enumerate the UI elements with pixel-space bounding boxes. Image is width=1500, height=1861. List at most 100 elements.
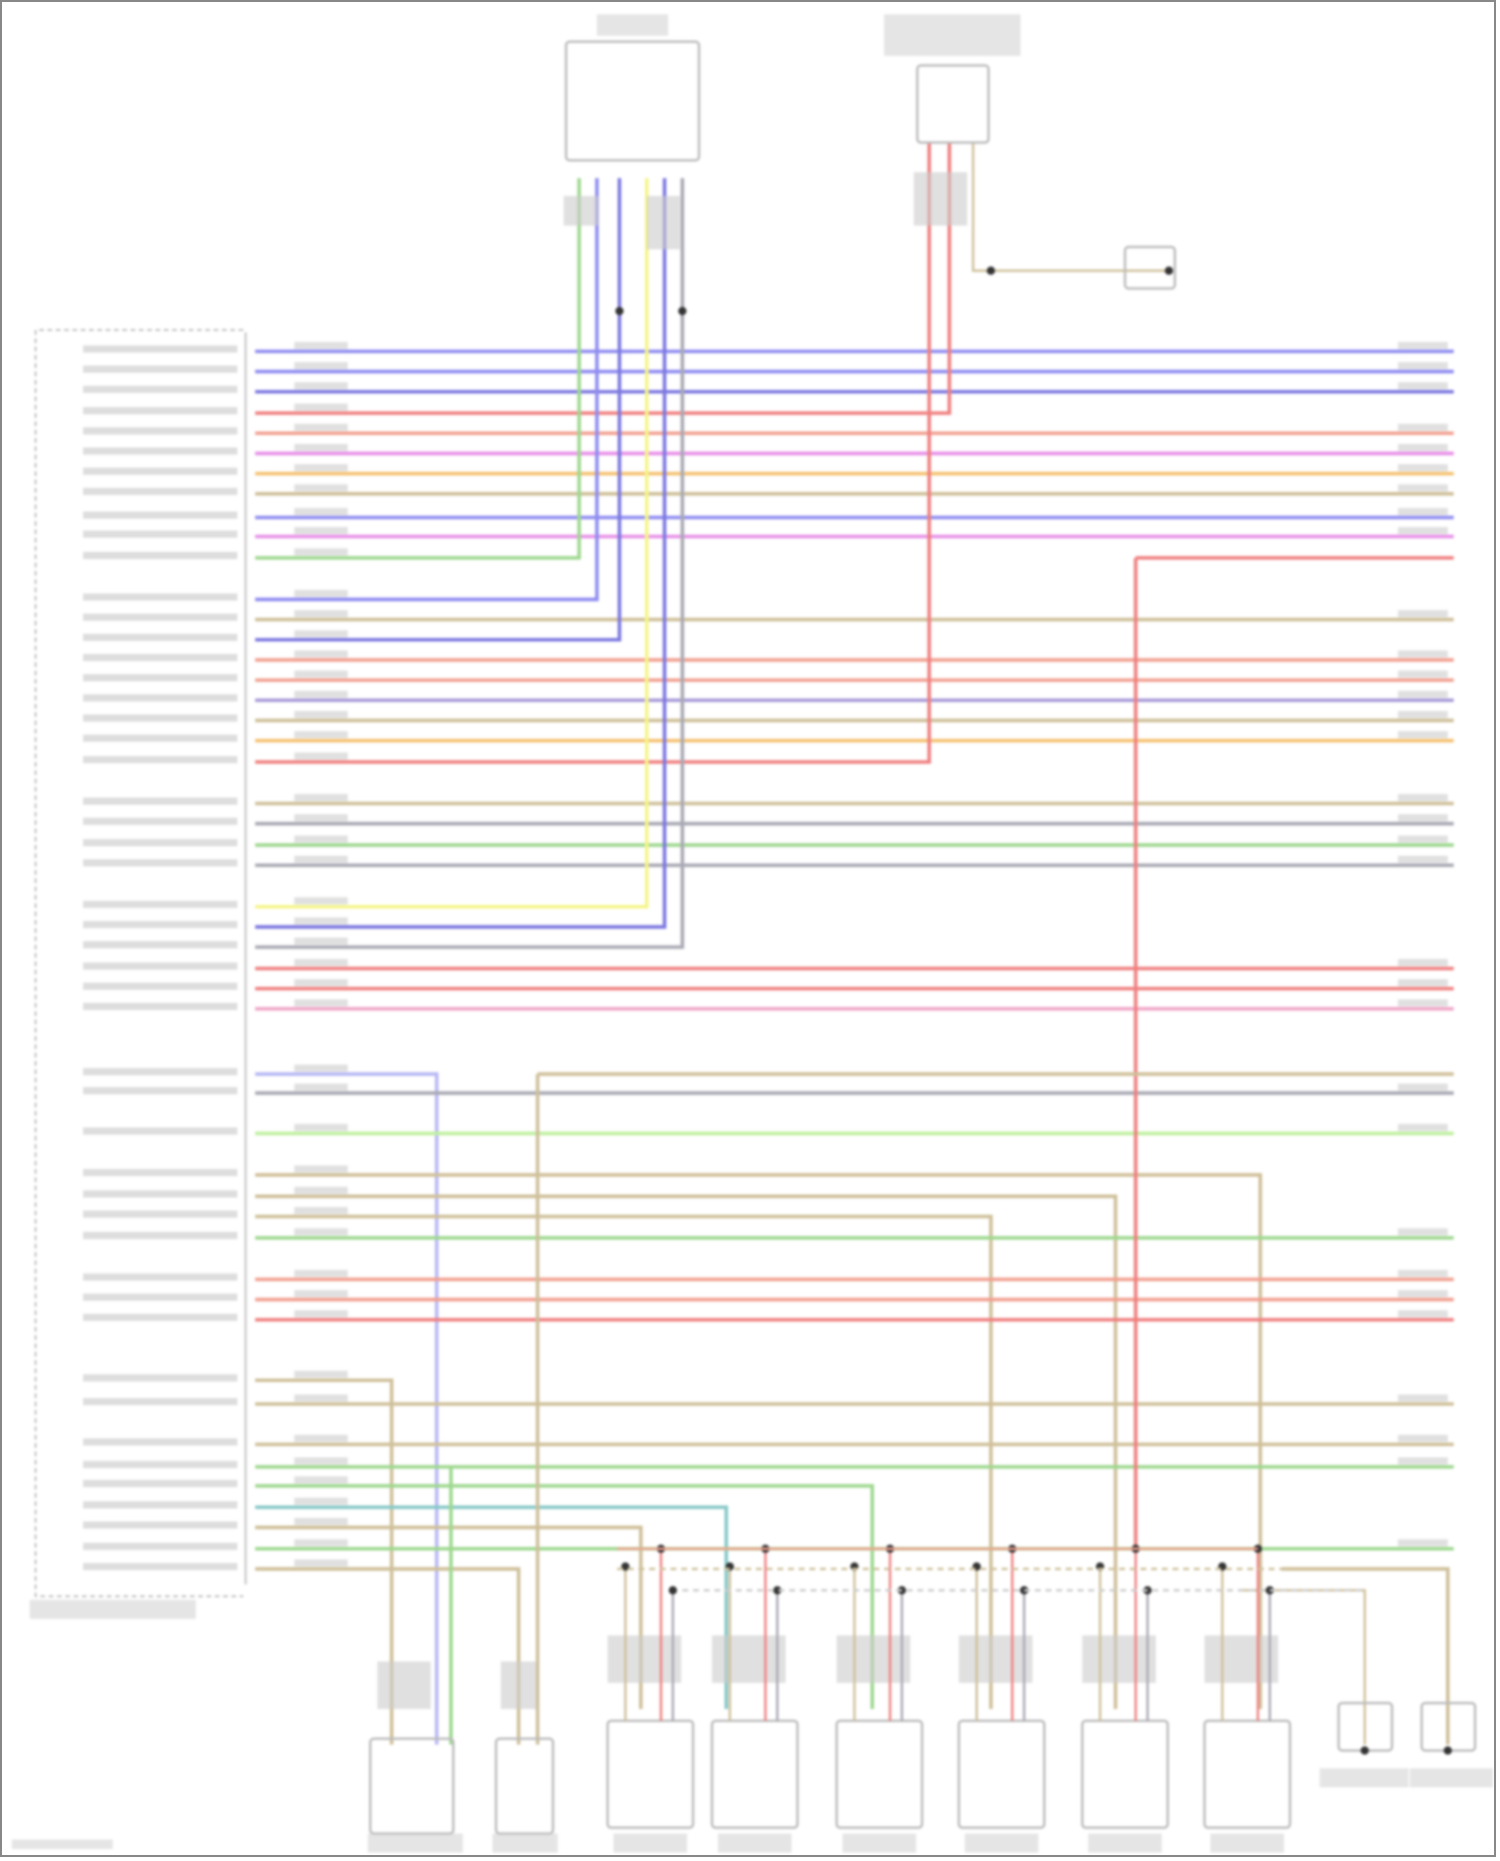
- wire-color-code: [294, 1165, 348, 1173]
- component-label: [613, 1833, 688, 1853]
- wire-color-code: [1397, 958, 1448, 967]
- wire-color-code: [294, 382, 348, 390]
- pin-label: [83, 653, 238, 662]
- wire-color-code: [294, 589, 348, 598]
- pin-label: [83, 962, 238, 970]
- wire: [255, 1567, 521, 1745]
- pin-label: [83, 345, 238, 353]
- wire-color-code: [1397, 814, 1448, 822]
- wire: [255, 178, 649, 909]
- wire-color-code: [294, 1310, 348, 1318]
- sensor-top-right: [916, 64, 990, 144]
- wire-color-code: [294, 752, 348, 760]
- wire: [255, 1525, 643, 1709]
- wire-color-code: [294, 937, 348, 945]
- pin-label: [83, 407, 238, 415]
- wire-color-code: [1397, 1123, 1448, 1132]
- component-label: [1210, 1833, 1285, 1853]
- pin-label: [83, 1521, 238, 1529]
- splice-dot: [1443, 1746, 1452, 1755]
- pin-label: [83, 1398, 238, 1406]
- wire-color-code: [294, 1517, 348, 1526]
- wire-color-code: [1397, 1290, 1448, 1298]
- throttle-body: [564, 40, 701, 162]
- wire: [255, 1484, 875, 1709]
- wire-color-code: [1397, 1083, 1448, 1091]
- pin-label: [83, 511, 238, 519]
- wire: [1281, 1567, 1450, 1745]
- wire-color-code: [1397, 855, 1448, 863]
- pin-label: [83, 900, 238, 908]
- pin-label: [83, 714, 238, 722]
- connector: [563, 195, 600, 226]
- ignition-coil: [710, 1719, 799, 1829]
- wire-color-code: [1397, 1228, 1448, 1236]
- pin-label: [83, 1438, 238, 1446]
- connector: [500, 1661, 537, 1709]
- component-label: [367, 1833, 463, 1853]
- pin-label: [83, 467, 238, 475]
- pin-label: [83, 797, 238, 805]
- wire-color-code: [1397, 464, 1448, 472]
- pin-label: [83, 447, 238, 455]
- pin-label: [83, 817, 238, 825]
- pin-label: [83, 839, 238, 847]
- wire-color-code: [294, 1370, 348, 1378]
- pin-label: [83, 1293, 238, 1301]
- pin-label: [83, 859, 238, 867]
- pin-label: [83, 365, 238, 373]
- wire-color-code: [1397, 690, 1448, 698]
- wire-color-code: [1397, 362, 1448, 370]
- pin-label: [83, 1479, 238, 1488]
- ignition-coil: [1081, 1719, 1169, 1829]
- ecm-boundary: [34, 329, 244, 1598]
- wire-color-code: [294, 650, 348, 658]
- wire-color-code: [1397, 979, 1448, 987]
- splice-dot: [678, 306, 687, 316]
- ignition-coil: [1203, 1719, 1292, 1829]
- pin-label: [83, 1313, 238, 1321]
- wire-color-code: [294, 1457, 348, 1465]
- component-label: [964, 1833, 1039, 1853]
- wire-color-code: [294, 794, 348, 802]
- wire-color-code: [294, 958, 348, 967]
- wire-color-code: [1397, 1434, 1448, 1442]
- pin-label: [83, 551, 238, 560]
- throttle-body-label: [596, 14, 669, 36]
- pin-label: [83, 921, 238, 929]
- wire-color-code: [294, 423, 348, 431]
- wire: [255, 1072, 439, 1745]
- wire-color-code: [1397, 443, 1448, 452]
- wire-color-code: [294, 403, 348, 411]
- wire-color-code: [1397, 835, 1448, 843]
- wire-color-code: [1397, 1310, 1448, 1318]
- footer-label: [11, 1839, 113, 1850]
- wire: [255, 1194, 1118, 1709]
- ground-connector: [1123, 245, 1177, 290]
- pin-label: [83, 1231, 238, 1240]
- wire-color-code: [294, 341, 348, 350]
- wire-color-code: [294, 855, 348, 863]
- wire-color-code: [294, 527, 348, 535]
- wire-color-code: [294, 1207, 348, 1215]
- sensor-connector: [1082, 1635, 1156, 1683]
- wire: [255, 178, 581, 560]
- sensor-connector: [958, 1635, 1033, 1683]
- pin-label: [83, 385, 238, 393]
- wire-color-code: [294, 548, 348, 556]
- wire-color-code: [294, 1476, 348, 1484]
- sensor: [494, 1737, 555, 1835]
- crankshaft-sensor: [369, 1737, 455, 1835]
- sensor-connector: [1204, 1635, 1279, 1683]
- pin-label: [83, 694, 238, 702]
- wire-color-code: [1397, 999, 1448, 1007]
- pin-label: [83, 530, 238, 538]
- splice-dot: [986, 266, 996, 275]
- sensor-connector: [607, 1635, 682, 1683]
- sensor-connector: [712, 1635, 786, 1683]
- pin-label: [83, 1127, 238, 1135]
- wire: [255, 178, 622, 642]
- ecm-label: [29, 1599, 196, 1619]
- sensor-top-right-label: [884, 14, 1021, 56]
